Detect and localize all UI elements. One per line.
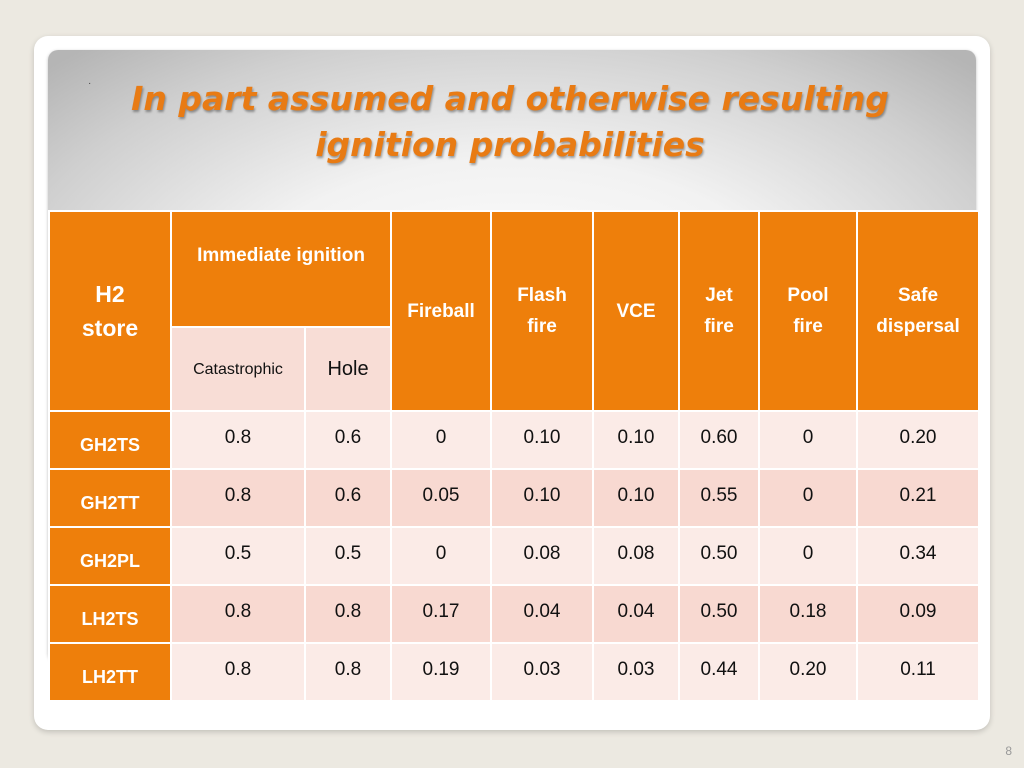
header-col-2-line1: VCE: [616, 300, 656, 322]
header-col-2: VCE: [592, 210, 681, 412]
table-row: GH2PL 0.5 0.5 0 0.08 0.08 0.50 0 0.34: [48, 526, 981, 586]
row-label: LH2TS: [48, 584, 172, 644]
table-cell: 0.19: [390, 642, 493, 702]
table-cell: 0: [758, 468, 859, 528]
header-catastrophic: Catastrophic: [170, 326, 306, 412]
table-cell: 0.04: [490, 584, 595, 644]
header-col-1-line2: fire: [527, 316, 557, 337]
table-cell: 0.10: [490, 468, 595, 528]
table-cell: 0.10: [490, 410, 595, 470]
header-col-1: Flash fire: [490, 210, 595, 412]
header-immediate-ignition: Immediate ignition: [169, 210, 393, 328]
table-row: GH2TS 0.8 0.6 0 0.10 0.10 0.60 0 0.20: [48, 410, 981, 470]
table-cell: 0: [758, 526, 859, 586]
header-h2-store-line1: H2: [95, 281, 125, 307]
header-col-4-line1: Pool: [787, 285, 829, 306]
table-cell: 0.04: [592, 584, 681, 644]
header-col-3-line2: fire: [704, 316, 734, 337]
ignition-probability-table: H2 store Immediate ignition Fireball Fla…: [48, 210, 981, 702]
table-cell: 0.08: [592, 526, 681, 586]
header-col-1-line1: Flash: [517, 285, 567, 306]
table-row: LH2TS 0.8 0.8 0.17 0.04 0.04 0.50 0.18 0.09: [48, 584, 981, 644]
header-h2-store-line2: store: [81, 315, 139, 341]
table-cell: 0.5: [303, 526, 393, 586]
header-h2-store: H2 store: [48, 210, 172, 412]
table-cell: 0.08: [490, 526, 595, 586]
row-label: LH2TT: [48, 642, 172, 702]
table-cell: 0.09: [856, 584, 981, 644]
header-col-5-line1: Safe: [897, 285, 939, 306]
row-label: GH2PL: [48, 526, 172, 586]
table-cell: 0: [390, 526, 493, 586]
header-col-0-line1: Fireball: [407, 300, 475, 322]
header-col-5: Safe dispersal: [856, 210, 981, 412]
title-line-1: In part assumed and otherwise resulting: [131, 79, 889, 118]
table-cell: 0.8: [303, 642, 393, 702]
header-col-3: Jet fire: [678, 210, 761, 412]
table-row: LH2TT 0.8 0.8 0.19 0.03 0.03 0.44 0.20 0.11: [48, 642, 981, 702]
table-cell: 0.5: [170, 526, 306, 586]
table-cell: 0.10: [592, 468, 681, 528]
header-col-4-line2: fire: [793, 316, 823, 337]
table-cell: 0.03: [490, 642, 595, 702]
table-cell: 0.55: [678, 468, 761, 528]
table-cell: 0.11: [856, 642, 981, 702]
table-cell: 0.8: [170, 642, 306, 702]
table-cell: 0.34: [856, 526, 981, 586]
table-cell: 0.20: [758, 642, 859, 702]
table-cell: 0.8: [170, 584, 306, 644]
table-cell: 0: [758, 410, 859, 470]
table-row: GH2TT 0.8 0.6 0.05 0.10 0.10 0.55 0 0.21: [48, 468, 981, 528]
table-cell: 0.05: [390, 468, 493, 528]
header-hole: Hole: [303, 326, 393, 412]
table-cell: 0.50: [678, 526, 761, 586]
table-cell: 0.21: [856, 468, 981, 528]
table-cell: 0.17: [390, 584, 493, 644]
bullet-dot: ·: [88, 78, 92, 89]
page-number: 8: [1005, 744, 1012, 758]
table-cell: 0.03: [592, 642, 681, 702]
table-cell: 0: [390, 410, 493, 470]
table-cell: 0.6: [303, 468, 393, 528]
table-cell: 0.10: [592, 410, 681, 470]
table-cell: 0.20: [856, 410, 981, 470]
table-cell: 0.8: [303, 584, 393, 644]
header-col-0: Fireball: [390, 210, 493, 412]
slide-title: In part assumed and otherwise resulting …: [100, 76, 920, 168]
table-cell: 0.8: [170, 410, 306, 470]
row-label: GH2TS: [48, 410, 172, 470]
table-body: GH2TS 0.8 0.6 0 0.10 0.10 0.60 0 0.20 GH2TT 0.8 0.6…: [48, 410, 981, 702]
table-cell: 0.50: [678, 584, 761, 644]
table-cell: 0.44: [678, 642, 761, 702]
table-cell: 0.18: [758, 584, 859, 644]
header-col-3-line1: Jet: [705, 285, 733, 306]
row-label: GH2TT: [48, 468, 172, 528]
title-line-2: ignition probabilities: [315, 125, 705, 164]
header-col-5-line2: dispersal: [876, 316, 960, 337]
table-cell: 0.6: [303, 410, 393, 470]
header-col-4: Pool fire: [758, 210, 859, 412]
table-cell: 0.8: [170, 468, 306, 528]
table-cell: 0.60: [678, 410, 761, 470]
